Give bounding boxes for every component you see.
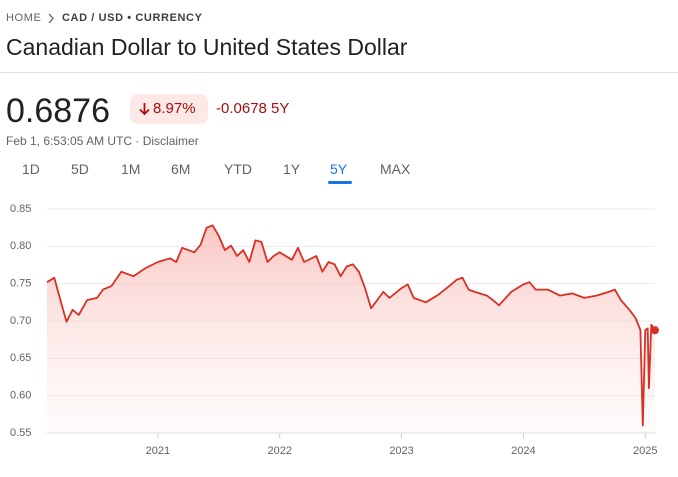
range-tab[interactable]: 5D bbox=[71, 161, 89, 177]
x-tick-label: 2022 bbox=[267, 445, 291, 457]
page-title: Canadian Dollar to United States Dollar bbox=[6, 34, 408, 60]
range-tab[interactable]: YTD bbox=[224, 161, 252, 177]
range-tab[interactable]: 1D bbox=[22, 161, 40, 177]
range-tab[interactable]: 1Y bbox=[283, 161, 301, 177]
line bbox=[46, 224, 656, 427]
range-tab[interactable]: MAX bbox=[380, 161, 411, 177]
timestamp: Feb 1, 6:53:05 AM UTC · Disclaimer bbox=[6, 134, 199, 148]
last-point bbox=[651, 326, 659, 335]
change-badge: 8.97% bbox=[130, 94, 208, 124]
x-tick-label: 2024 bbox=[511, 445, 535, 457]
x-tick-label: 2025 bbox=[633, 445, 657, 457]
y-tick-label: 0.80 bbox=[10, 240, 31, 252]
change-absolute: -0.0678 5Y bbox=[216, 100, 290, 117]
area bbox=[47, 225, 655, 433]
breadcrumb-current: CAD / USD • CURRENCY bbox=[62, 12, 203, 24]
y-tick-label: 0.85 bbox=[10, 203, 31, 215]
range-tab[interactable]: 6M bbox=[171, 161, 191, 177]
y-tick-label: 0.75 bbox=[10, 278, 31, 290]
range-tab[interactable]: 1M bbox=[121, 161, 141, 177]
range-tab[interactable]: 5Y bbox=[330, 161, 348, 177]
breadcrumb-home[interactable]: HOME bbox=[6, 12, 42, 24]
chevron bbox=[48, 13, 54, 24]
x-tick-label: 2023 bbox=[389, 445, 413, 457]
divider bbox=[0, 72, 678, 73]
price: 0.6876 bbox=[6, 92, 110, 130]
y-tick-label: 0.55 bbox=[10, 427, 31, 439]
x-tick-label: 2021 bbox=[146, 445, 170, 457]
y-tick-label: 0.70 bbox=[10, 315, 31, 327]
y-tick-label: 0.65 bbox=[10, 352, 31, 364]
tab-indicator bbox=[328, 181, 352, 184]
y-tick-label: 0.60 bbox=[10, 390, 31, 402]
down-arrow bbox=[139, 103, 150, 116]
change-percent: 8.97% bbox=[153, 100, 196, 117]
